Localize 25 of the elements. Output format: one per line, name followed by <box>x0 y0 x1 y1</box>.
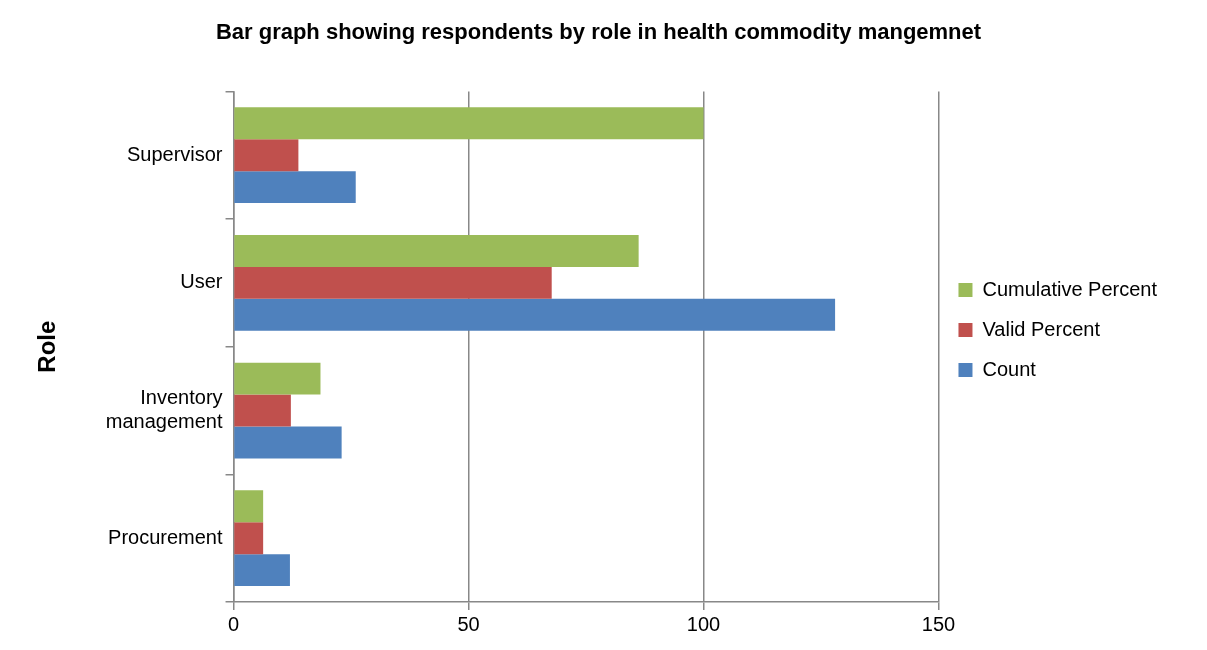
chart-title: Bar graph showing respondents by role in health commodity mangemnet <box>215 19 982 45</box>
bar <box>234 171 356 204</box>
y-tick-label: Procurement <box>108 525 223 548</box>
x-tick-label: 150 <box>921 612 956 635</box>
legend-label: Valid Percent <box>982 317 1101 340</box>
bar <box>234 139 299 172</box>
bar <box>234 362 321 395</box>
legend-label: Count <box>982 357 1037 380</box>
bar <box>234 266 552 299</box>
bar <box>234 107 704 140</box>
bar <box>234 235 639 267</box>
bar <box>234 490 264 523</box>
y-tick-label: Inventory management <box>105 386 223 433</box>
x-tick-label: 50 <box>457 612 480 635</box>
bar <box>234 298 836 331</box>
y-tick-label: User <box>180 270 223 293</box>
bar <box>234 554 290 587</box>
x-tick-label: 0 <box>227 612 240 635</box>
bar <box>234 522 264 555</box>
x-tick-label: 100 <box>686 612 721 635</box>
bar <box>234 394 291 427</box>
legend-label: Cumulative Percent <box>982 277 1158 300</box>
y-axis-title: Role <box>33 320 61 373</box>
y-tick-label: Supervisor <box>126 142 223 165</box>
bar <box>234 426 342 459</box>
